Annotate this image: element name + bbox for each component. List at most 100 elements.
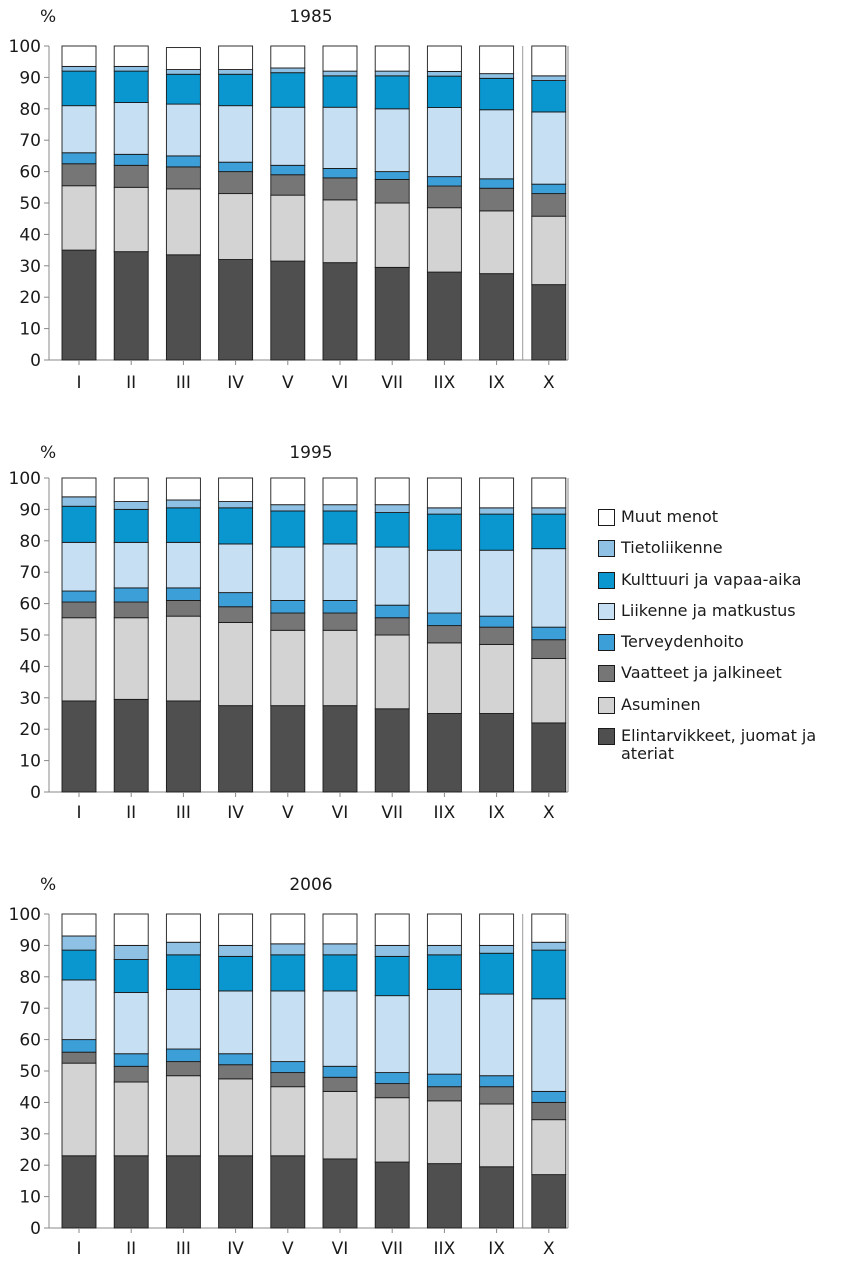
bar-segment-liikenne-ja-matkustus <box>165 988 201 1050</box>
bar-segment-kulttuuri-ja-vapaa-aika <box>531 80 567 113</box>
bar-segment-kulttuuri-ja-vapaa-aika <box>165 507 201 543</box>
legend-swatch <box>598 696 615 714</box>
bar-segment-asuminen <box>270 194 306 262</box>
bar-segment-liikenne-ja-matkustus <box>270 546 306 601</box>
bar-segment-tietoliikenne <box>270 67 306 74</box>
bar-segment-terveydenhoito <box>61 1039 97 1053</box>
bar-segment-kulttuuri-ja-vapaa-aika <box>165 73 201 105</box>
bar-segment-asuminen <box>374 1097 410 1163</box>
x-tick-label: IX <box>488 373 505 393</box>
x-tick-label: VII <box>381 1239 403 1259</box>
bar-segment-terveydenhoito <box>531 183 567 195</box>
bar-segment-asuminen <box>218 621 254 707</box>
legend-swatch <box>598 728 615 746</box>
bar-segment-terveydenhoito <box>531 1090 567 1103</box>
bar-segment-muut-menot <box>270 477 306 506</box>
y-tick-label: 50 <box>19 1062 41 1082</box>
bar-segment-vaatteet-ja-jalkineet <box>374 617 410 636</box>
bar-segment-kulttuuri-ja-vapaa-aika <box>322 510 358 545</box>
y-tick-label: 100 <box>9 37 41 57</box>
bar-segment-elintarvikkeet-juomat-ja-ateriat <box>270 260 306 361</box>
bar-segment-elintarvikkeet-juomat-ja-ateriat <box>531 284 567 361</box>
legend-label: Terveydenhoito <box>621 632 744 652</box>
bar-segment-muut-menot <box>374 477 410 506</box>
bar-segment-kulttuuri-ja-vapaa-aika <box>374 955 410 997</box>
bar-segment-muut-menot <box>218 913 254 946</box>
bar-segment-vaatteet-ja-jalkineet <box>165 166 201 190</box>
bar-segment-terveydenhoito <box>322 168 358 179</box>
x-tick-label: IV <box>227 373 244 393</box>
x-tick-label: X <box>543 803 555 823</box>
bar-segment-tietoliikenne <box>270 943 306 956</box>
bar-segment-tietoliikenne <box>479 507 515 515</box>
legend-label: Elintarvikkeet, juomat ja ateriat <box>621 726 817 764</box>
bar-segment-liikenne-ja-matkustus <box>426 549 462 614</box>
x-tick-label: IV <box>227 1239 244 1259</box>
bar-segment-tietoliikenne <box>61 65 97 72</box>
bar-segment-tietoliikenne <box>113 944 149 960</box>
bar-segment-asuminen <box>322 629 358 707</box>
bar-segment-tietoliikenne <box>218 944 254 957</box>
y-tick-label: 40 <box>19 225 41 245</box>
bar-segment-tietoliikenne <box>374 504 410 513</box>
bar-segment-muut-menot <box>322 477 358 506</box>
bar-segment-asuminen <box>374 634 410 710</box>
bar-segment-kulttuuri-ja-vapaa-aika <box>113 508 149 543</box>
bar-segment-terveydenhoito <box>531 626 567 641</box>
bar-segment-liikenne-ja-matkustus <box>479 549 515 617</box>
bar-segment-vaatteet-ja-jalkineet <box>531 1101 567 1121</box>
bar-segment-liikenne-ja-matkustus <box>322 990 358 1067</box>
bar-segment-kulttuuri-ja-vapaa-aika <box>531 513 567 550</box>
bar-segment-tietoliikenne <box>218 501 254 509</box>
bar-segment-terveydenhoito <box>426 612 462 627</box>
bar-segment-elintarvikkeet-juomat-ja-ateriat <box>374 708 410 793</box>
y-tick-label: 0 <box>30 1219 41 1239</box>
bar-segment-kulttuuri-ja-vapaa-aika <box>61 505 97 543</box>
bar-segment-asuminen <box>165 615 201 702</box>
bar-segment-muut-menot <box>61 45 97 67</box>
bar-segment-tietoliikenne <box>61 935 97 951</box>
y-tick-label: 40 <box>19 657 41 677</box>
bar-segment-muut-menot <box>374 45 410 72</box>
bar-segment-elintarvikkeet-juomat-ja-ateriat <box>61 1155 97 1229</box>
bar-segment-vaatteet-ja-jalkineet <box>113 1065 149 1083</box>
bar-segment-terveydenhoito <box>270 600 306 614</box>
bar-segment-asuminen <box>426 642 462 714</box>
bar-segment-vaatteet-ja-jalkineet <box>322 612 358 631</box>
bar-segment-elintarvikkeet-juomat-ja-ateriat <box>426 1163 462 1229</box>
y-tick-label: 0 <box>30 351 41 371</box>
bar-segment-kulttuuri-ja-vapaa-aika <box>531 949 567 1000</box>
bar-segment-terveydenhoito <box>113 587 149 603</box>
x-tick-label: III <box>176 373 191 393</box>
bar-segment-elintarvikkeet-juomat-ja-ateriat <box>113 1155 149 1229</box>
x-tick-label: IIX <box>434 373 456 393</box>
bar-segment-liikenne-ja-matkustus <box>218 543 254 594</box>
y-tick-label: 20 <box>19 1156 41 1176</box>
bar-segment-vaatteet-ja-jalkineet <box>113 164 149 188</box>
bar-segment-terveydenhoito <box>479 615 515 628</box>
bar-segment-asuminen <box>531 1119 567 1176</box>
chart-title: 1995 <box>289 443 332 463</box>
bar-segment-tietoliikenne <box>479 73 515 79</box>
bar-segment-muut-menot <box>61 913 97 937</box>
bar-segment-kulttuuri-ja-vapaa-aika <box>270 510 306 548</box>
bar-segment-asuminen <box>165 188 201 256</box>
bar-segment-kulttuuri-ja-vapaa-aika <box>322 75 358 108</box>
bar-segment-asuminen <box>61 1062 97 1157</box>
bar-segment-muut-menot <box>113 913 149 946</box>
bar-segment-liikenne-ja-matkustus <box>322 106 358 169</box>
bar-segment-asuminen <box>218 1078 254 1157</box>
legend-label: Asuminen <box>621 694 701 714</box>
legend-label: Muut menot <box>621 507 719 526</box>
y-tick-label: 80 <box>19 968 41 988</box>
bar-segment-muut-menot <box>479 913 515 946</box>
bar-segment-elintarvikkeet-juomat-ja-ateriat <box>479 273 515 361</box>
bar-segment-terveydenhoito <box>426 1073 462 1088</box>
bar-segment-terveydenhoito <box>479 178 515 189</box>
bar-segment-asuminen <box>479 1103 515 1168</box>
bar-segment-terveydenhoito <box>218 592 254 608</box>
y-axis-label: % <box>40 7 56 27</box>
bar-segment-muut-menot <box>531 913 567 943</box>
legend-item-asuminen: Asuminen <box>598 694 854 727</box>
